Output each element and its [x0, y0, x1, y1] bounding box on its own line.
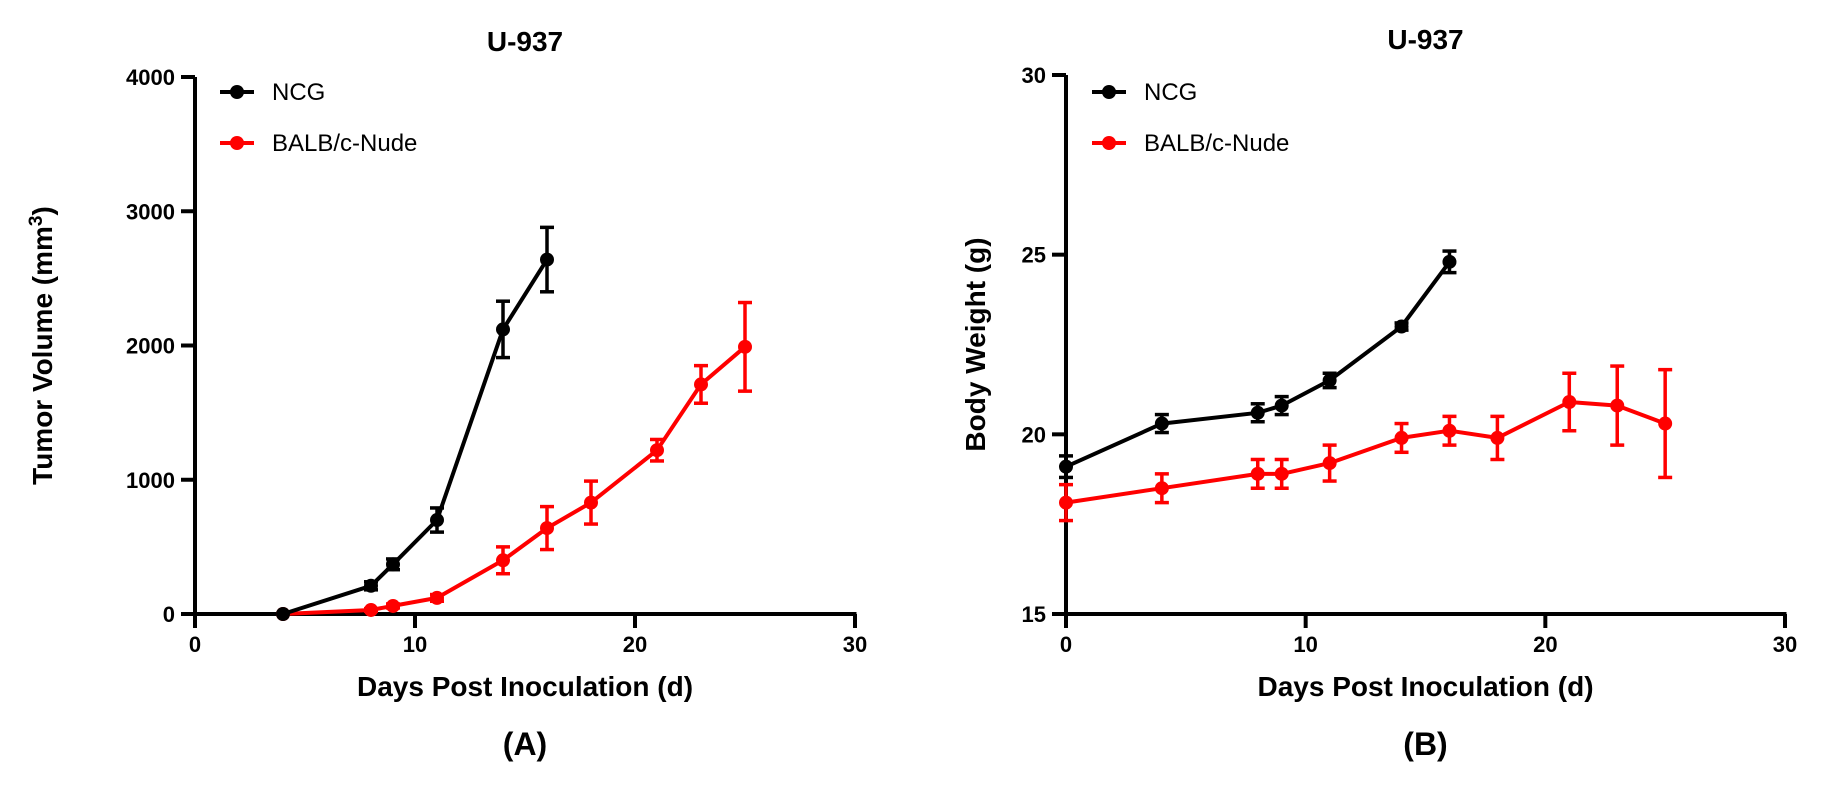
chart-a-tumor-volume: U-937 0 1000 2000 3000 4000 0 10 20 30 Days Post I…	[26, 26, 868, 762]
chart-b-legend-ncg-label: NCG	[1144, 79, 1197, 106]
chart-b-y-tick-label: 25	[1022, 243, 1046, 268]
chart-a-series-ncg-point	[496, 322, 510, 337]
chart-a-series-balb-c-nude-point	[584, 495, 598, 510]
chart-a-series-ncg-point	[364, 578, 378, 593]
chart-b-series-balb-c-nude-point	[1154, 481, 1169, 496]
chart-b-series-ncg-point	[1442, 254, 1457, 269]
chart-a-series-balb-c-nude-point	[650, 443, 664, 458]
chart-a-legend-balb-c-nude-swatch-marker	[230, 136, 244, 150]
chart-a-y-tick-label: 3000	[126, 199, 175, 224]
chart-a-y-tick-label: 1000	[126, 468, 175, 493]
chart-b-series-balb-c-nude-point	[1442, 423, 1457, 438]
chart-a-series-ncg-point	[430, 513, 444, 528]
chart-a-y-axis-label: Tumor Volume (mm3)	[26, 206, 59, 485]
chart-b-x-axis-label: Days Post Inoculation (d)	[1257, 671, 1593, 702]
chart-a-series-balb-c-nude-point	[540, 521, 554, 536]
chart-a-title: U-937	[487, 26, 563, 57]
chart-b-series-balb-c-nude-point	[1658, 416, 1673, 431]
chart-b-panel-label: (B)	[1403, 726, 1447, 762]
chart-b-series-ncg-point	[1154, 416, 1169, 431]
chart-a-y-tick-label: 0	[163, 602, 175, 627]
chart-b-series-balb-c-nude-point	[1274, 466, 1289, 481]
chart-a-legend-balb-c-nude-label: BALB/c-Nude	[272, 130, 417, 157]
chart-a-series-balb-c-nude-point	[364, 602, 378, 617]
chart-b-y-tick-label: 15	[1022, 602, 1046, 627]
chart-b-y-tick-label: 20	[1022, 422, 1046, 447]
chart-a-legend-ncg-label: NCG	[272, 79, 325, 106]
chart-b-y-tick-label: 30	[1022, 63, 1046, 88]
chart-a-series-ncg-line	[282, 258, 549, 616]
chart-b-body-weight: U-937 15 20 25 30 0 10 20 30 Days Post Inoculatio…	[960, 24, 1797, 762]
chart-b-y-axis-label: Body Weight (g)	[960, 237, 991, 451]
chart-b-series-balb-c-nude-point	[1562, 394, 1577, 409]
chart-b-legend-ncg-swatch-marker	[1102, 85, 1116, 99]
chart-b-legend-balb-c-nude-swatch-marker	[1102, 136, 1116, 150]
chart-a-x-tick-label: 30	[843, 632, 867, 657]
chart-b-legend-balb-c-nude-label: BALB/c-Nude	[1144, 130, 1289, 157]
chart-b-series-balb-c-nude-point	[1490, 430, 1505, 445]
chart-b-x-tick-label: 10	[1293, 632, 1317, 657]
chart-a-x-tick-label: 0	[189, 632, 201, 657]
chart-b-series-balb-c-nude-point	[1059, 495, 1073, 510]
chart-a-x-axis-label: Days Post Inoculation (d)	[357, 671, 693, 702]
chart-a-series-balb-c-nude-point	[386, 598, 400, 613]
chart-b-title: U-937	[1387, 24, 1463, 55]
chart-a-panel-label: (A)	[503, 726, 547, 762]
chart-a-series-balb-c-nude-line	[282, 345, 747, 616]
chart-b-x-tick-label: 20	[1533, 632, 1557, 657]
chart-b-series-balb-c-nude-point	[1394, 430, 1409, 445]
chart-b-series-ncg-point	[1250, 405, 1265, 420]
chart-b-series-balb-c-nude-point	[1610, 398, 1625, 413]
chart-b-series-ncg-point	[1274, 398, 1289, 413]
chart-a-series-ncg-point	[540, 252, 554, 267]
chart-b-x-tick-label: 0	[1060, 632, 1072, 657]
chart-b-series-ncg-line	[1065, 260, 1452, 469]
chart-b-x-tick-label: 30	[1773, 632, 1797, 657]
chart-b-series-ncg-point	[1394, 319, 1409, 334]
chart-a-x-tick-label: 20	[623, 632, 647, 657]
chart-a-series-balb-c-nude-point	[738, 339, 752, 354]
chart-a-series-balb-c-nude-point	[430, 590, 444, 605]
chart-b-series-balb-c-nude-point	[1322, 456, 1337, 471]
chart-a-legend-ncg-swatch-marker	[230, 85, 244, 99]
chart-a-series-balb-c-nude-point	[496, 553, 510, 568]
chart-a-series-ncg-point	[276, 607, 290, 621]
chart-a-y-tick-label: 2000	[126, 334, 175, 359]
chart-b-series-balb-c-nude-point	[1250, 466, 1265, 481]
chart-a-y-tick-label: 4000	[126, 65, 175, 90]
chart-a-series-ncg-point	[386, 557, 400, 572]
chart-b-series-ncg-point	[1059, 459, 1073, 474]
chart-b-series-ncg-point	[1322, 373, 1337, 388]
chart-a-series-balb-c-nude-point	[694, 377, 708, 392]
chart-a-x-tick-label: 10	[403, 632, 427, 657]
